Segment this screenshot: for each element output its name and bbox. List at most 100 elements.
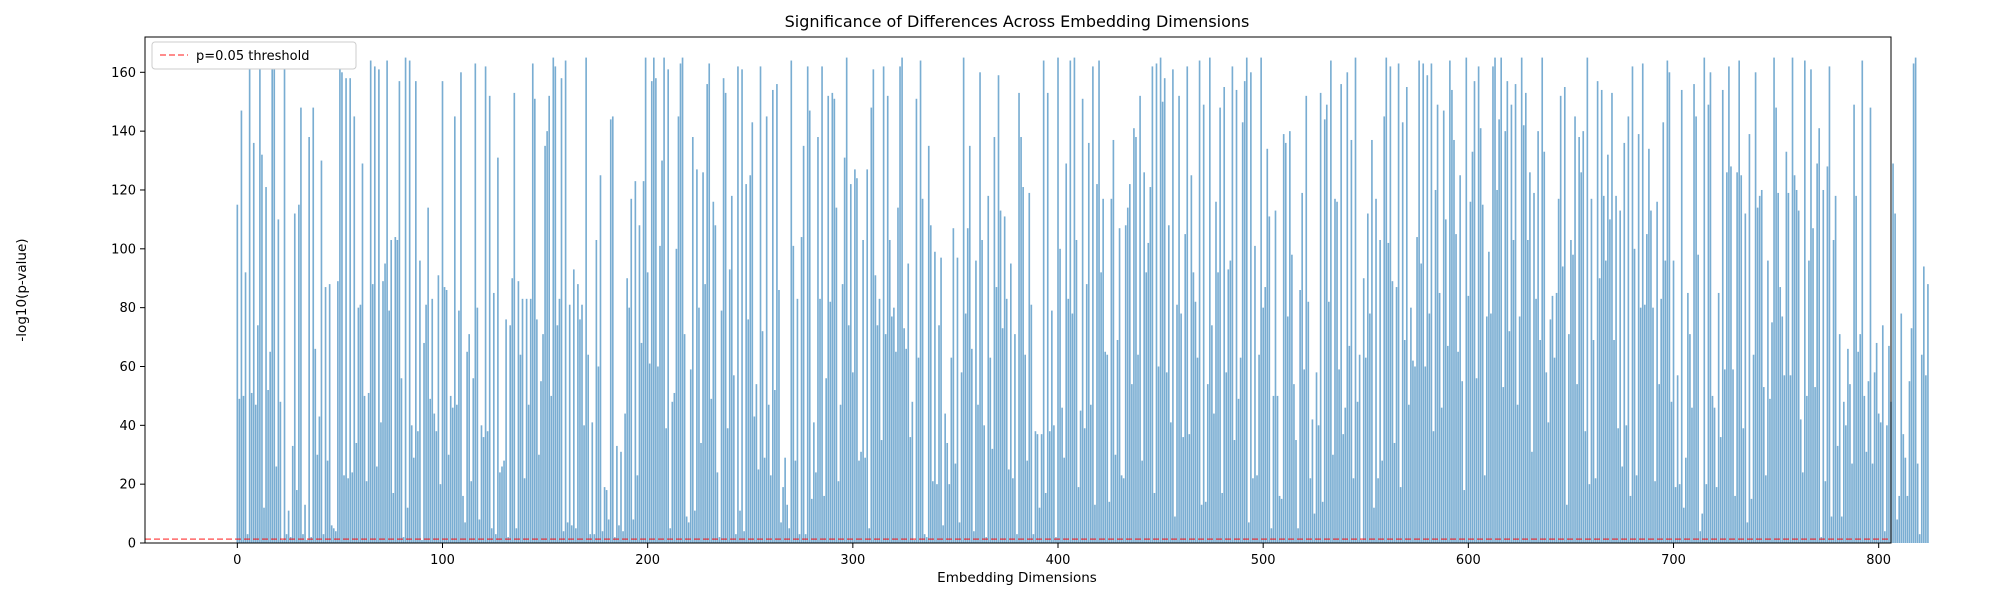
bar: [1734, 495, 1736, 543]
bar: [839, 404, 842, 543]
bar: [1116, 340, 1119, 543]
bar: [1202, 104, 1205, 543]
bar: [706, 84, 708, 543]
bar: [636, 475, 639, 543]
bar: [281, 540, 284, 543]
bar: [796, 298, 799, 543]
bar: [1818, 128, 1821, 543]
bar: [1204, 501, 1207, 543]
bar: [1067, 298, 1070, 543]
bar: [1079, 410, 1082, 543]
bar: [1600, 89, 1603, 543]
bar: [1479, 128, 1482, 543]
bar: [968, 145, 971, 543]
bar: [1685, 457, 1687, 543]
bar: [1278, 495, 1281, 543]
bar: [1028, 192, 1031, 544]
bar: [893, 307, 895, 543]
bar: [819, 298, 821, 543]
bar: [958, 522, 961, 543]
bar: [343, 475, 345, 543]
bar: [872, 69, 875, 544]
bar: [1563, 87, 1566, 543]
bar: [1034, 431, 1037, 543]
bar: [1042, 60, 1045, 543]
bar: [1196, 357, 1199, 543]
bar: [328, 284, 331, 543]
x-tick-label: 300: [840, 553, 865, 568]
bar: [499, 472, 501, 543]
bar: [1650, 210, 1652, 543]
bar: [845, 57, 848, 544]
bar: [443, 287, 446, 543]
bar: [287, 510, 290, 543]
bar: [1687, 292, 1689, 543]
bar: [1719, 437, 1722, 543]
bar: [1020, 137, 1022, 543]
bar: [1319, 92, 1322, 544]
bar: [1422, 63, 1425, 543]
bar: [1902, 434, 1905, 543]
bar: [1502, 387, 1505, 543]
bar: [1172, 69, 1174, 544]
bar: [1859, 334, 1862, 543]
bar: [597, 366, 600, 543]
bar: [1504, 131, 1507, 543]
bar: [987, 195, 990, 544]
bar: [1621, 466, 1624, 543]
bar: [484, 66, 487, 544]
bar: [1522, 125, 1525, 543]
bar: [495, 534, 497, 543]
bar: [1241, 122, 1244, 543]
bar: [1344, 407, 1347, 543]
bar: [1555, 292, 1558, 543]
bar: [1051, 310, 1053, 543]
bar: [1001, 328, 1004, 543]
bar: [1758, 195, 1761, 544]
bar: [1867, 381, 1870, 543]
bar: [628, 307, 631, 543]
bar: [1260, 57, 1262, 544]
bar: [238, 398, 241, 543]
bar: [921, 198, 924, 544]
bar: [497, 157, 499, 543]
bar: [1274, 210, 1277, 543]
bar: [1549, 319, 1552, 543]
bar: [724, 92, 727, 544]
bar: [250, 392, 253, 543]
bar: [540, 381, 542, 543]
bar: [1736, 172, 1738, 543]
bar: [1412, 360, 1414, 543]
bar: [679, 63, 682, 543]
bar: [1566, 504, 1568, 543]
bar: [1576, 384, 1578, 543]
bar: [1545, 372, 1548, 543]
x-tick-label: 700: [1661, 553, 1686, 568]
bar: [1085, 284, 1088, 543]
bar: [1664, 260, 1667, 543]
bar: [1083, 428, 1086, 543]
bar: [1299, 290, 1301, 543]
bar: [691, 137, 694, 543]
bar: [644, 57, 647, 544]
bar: [646, 272, 649, 543]
bar: [878, 298, 881, 543]
bar: [1824, 481, 1827, 543]
bar: [962, 57, 965, 544]
bar: [772, 89, 774, 543]
bar: [946, 442, 949, 543]
bar: [1746, 522, 1749, 543]
bar: [1373, 507, 1375, 543]
bar: [1744, 213, 1747, 543]
bar: [1873, 372, 1876, 543]
bar: [501, 466, 503, 543]
bar: [505, 319, 507, 543]
bar: [1438, 292, 1441, 543]
bar: [1057, 57, 1059, 544]
bar: [1498, 119, 1500, 544]
bar: [1838, 334, 1841, 543]
bar: [462, 495, 464, 543]
bar: [572, 269, 575, 543]
bar: [1619, 210, 1621, 543]
bar: [577, 284, 579, 543]
